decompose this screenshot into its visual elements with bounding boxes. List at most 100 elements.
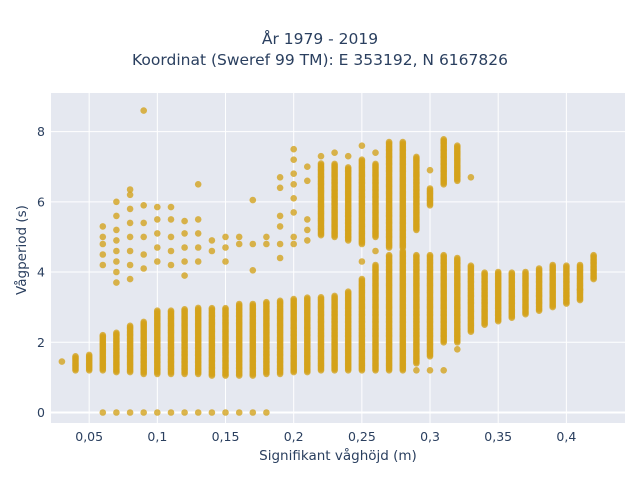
data-point: [249, 196, 257, 204]
data-point: [385, 138, 393, 146]
data-point: [304, 226, 311, 234]
data-point: [276, 254, 284, 262]
data-point: [576, 286, 584, 293]
data-point: [290, 156, 298, 163]
data-point: [249, 409, 257, 416]
data-point: [113, 237, 120, 244]
data-point: [290, 209, 298, 216]
data-point: [317, 294, 325, 301]
data-point: [140, 265, 147, 272]
data-point: [154, 230, 161, 237]
data-point: [154, 216, 161, 223]
data-point: [304, 237, 311, 244]
data-point: [454, 142, 461, 149]
data-point: [126, 409, 134, 416]
data-point: [276, 184, 284, 192]
data-point: [344, 288, 352, 296]
data-point: [140, 318, 147, 326]
data-point: [467, 262, 475, 270]
data-point: [140, 202, 147, 209]
data-point: [113, 226, 120, 234]
data-point: [290, 233, 298, 241]
data-point: [372, 149, 379, 156]
data-point: [290, 181, 298, 188]
data-point: [249, 240, 257, 248]
data-point: [304, 294, 311, 302]
x-tick-label: 0,3: [420, 429, 440, 444]
data-point: [154, 244, 161, 251]
data-point: [235, 300, 243, 308]
data-point: [426, 185, 434, 192]
data-point: [276, 223, 284, 230]
data-point: [194, 409, 202, 416]
data-point: [372, 261, 379, 269]
data-point: [467, 174, 475, 181]
data-point: [140, 219, 147, 227]
data-point: [181, 272, 188, 279]
data-point: [113, 198, 120, 206]
data-point: [181, 244, 188, 251]
data-point: [235, 240, 243, 248]
data-point: [167, 409, 175, 416]
data-point: [454, 346, 461, 353]
x-tick-label: 0,05: [75, 429, 103, 444]
data-point: [440, 251, 448, 259]
x-tick-label: 0,35: [484, 429, 512, 444]
data-point: [222, 233, 229, 241]
data-point: [454, 254, 461, 262]
chart-subtitle: Koordinat (Sweref 99 TM): E 353192, N 61…: [132, 51, 508, 69]
data-point: [331, 160, 338, 168]
data-point: [113, 247, 120, 255]
data-point: [317, 160, 325, 167]
data-point: [194, 244, 202, 251]
data-point: [99, 233, 107, 241]
data-point: [208, 247, 216, 255]
data-point: [194, 258, 202, 265]
data-point: [113, 212, 120, 220]
data-point: [140, 409, 147, 416]
data-point: [508, 269, 516, 277]
data-point: [372, 247, 379, 255]
data-point: [208, 304, 216, 312]
data-point: [194, 216, 202, 223]
data-point: [222, 258, 229, 265]
data-point: [276, 240, 284, 248]
data-point: [167, 307, 175, 315]
data-point: [290, 195, 298, 202]
data-point: [126, 191, 134, 199]
data-point: [208, 409, 216, 416]
data-point: [290, 295, 298, 303]
data-point: [154, 258, 161, 265]
data-point: [194, 230, 202, 237]
data-point: [249, 267, 257, 274]
data-point: [99, 261, 107, 269]
data-point: [590, 251, 597, 259]
y-axis-ticks: 0 2 4 6 8: [37, 124, 45, 420]
data-point: [385, 251, 393, 259]
data-point: [126, 219, 134, 227]
data-point: [317, 152, 325, 160]
data-point: [331, 292, 338, 300]
data-point: [535, 265, 543, 272]
data-point: [99, 240, 107, 248]
data-point: [126, 205, 134, 213]
data-point: [426, 251, 434, 259]
data-point: [167, 247, 175, 255]
data-point: [413, 153, 420, 161]
x-tick-label: 0,4: [556, 429, 576, 444]
data-point: [113, 268, 120, 276]
data-point: [331, 149, 338, 156]
data-point: [413, 251, 420, 259]
data-point: [99, 223, 107, 230]
data-point: [276, 297, 284, 305]
data-point: [549, 261, 556, 269]
data-point: [413, 367, 420, 374]
data-point: [167, 261, 175, 269]
y-tick-label: 2: [37, 335, 45, 350]
data-point: [290, 145, 298, 153]
data-point: [140, 251, 147, 258]
data-point: [290, 170, 298, 177]
data-point: [358, 275, 366, 283]
data-point: [249, 300, 257, 308]
